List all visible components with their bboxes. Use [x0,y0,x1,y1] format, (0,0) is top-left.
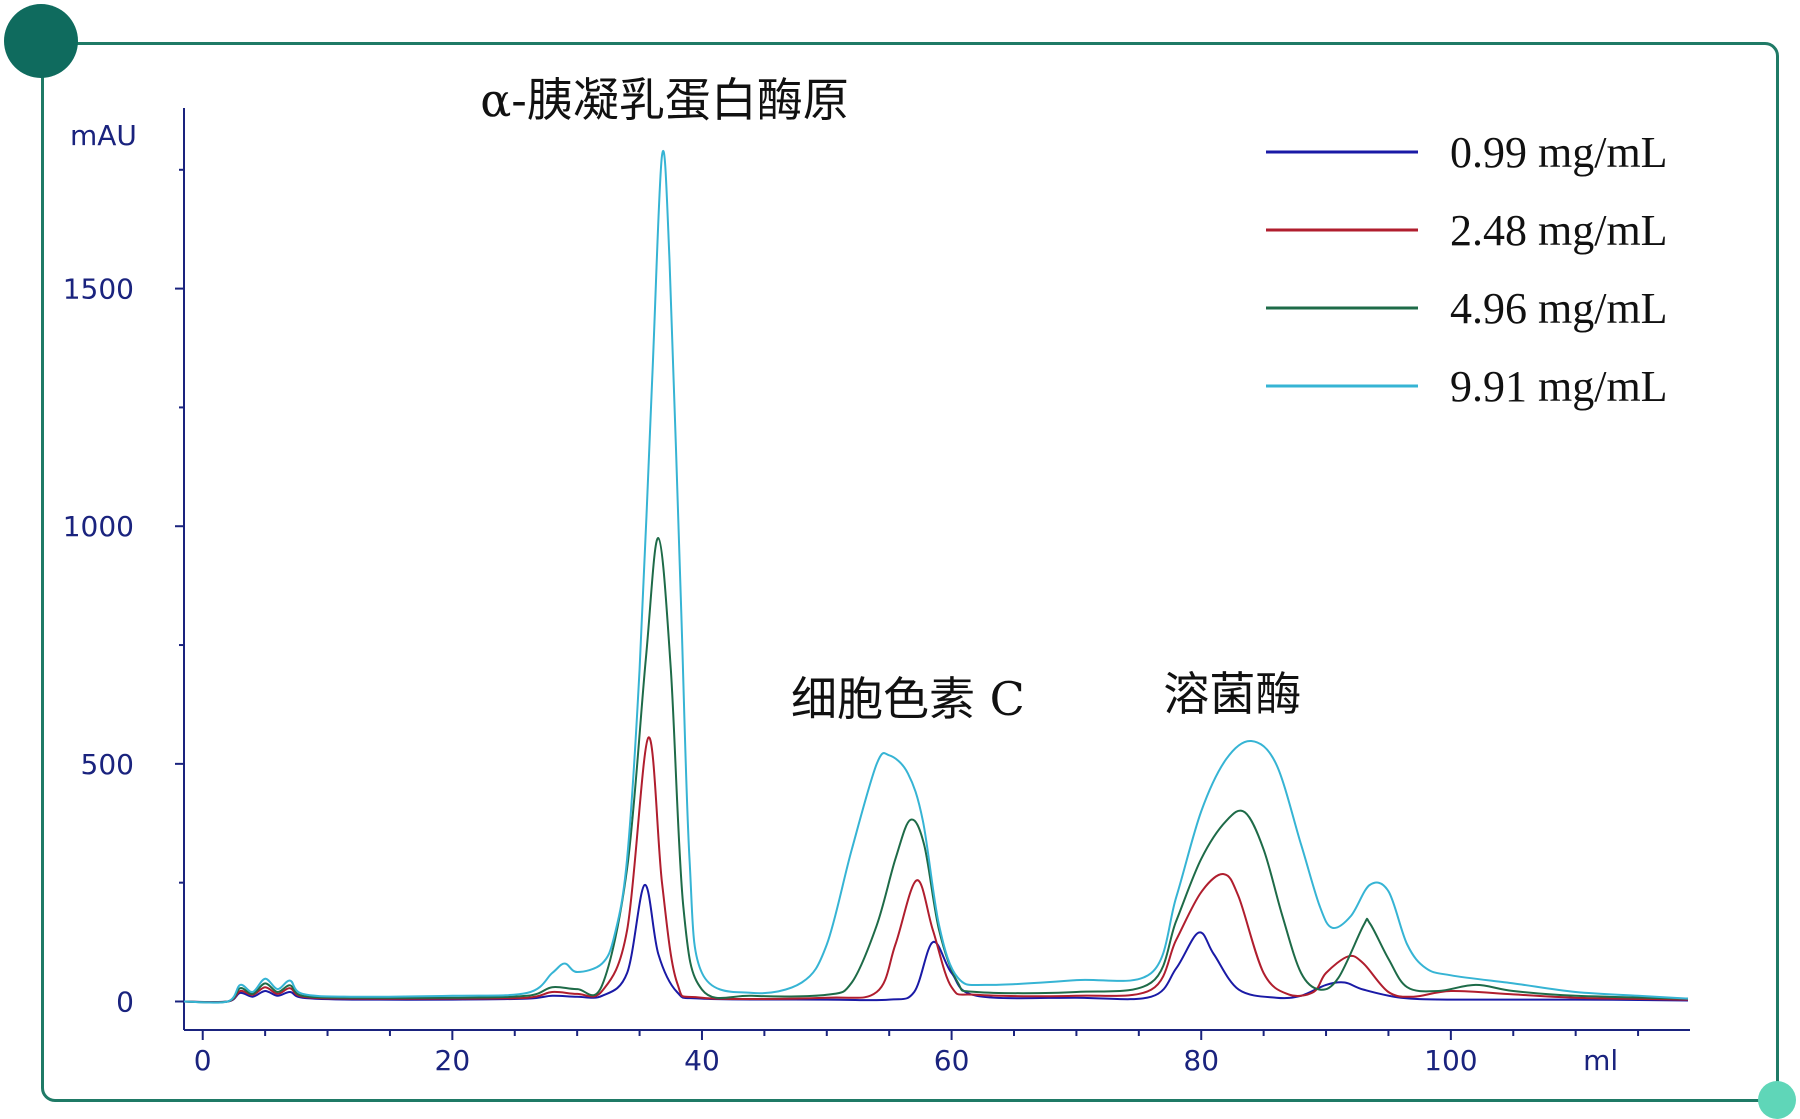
peak-label-1: α-胰凝乳蛋白酶原 [480,73,849,127]
legend-label-4: 9.91 mg/mL [1450,362,1668,411]
y-tick-label: 1000 [63,510,134,543]
chart-frame [41,42,1779,1102]
chart-ticks: 0 500 1000 1500 mAU 0 20 40 60 80 100 ml [63,119,1640,1077]
x-tick-label: 40 [684,1044,720,1077]
y-tick-label: 1500 [63,273,134,306]
legend-label-3: 4.96 mg/mL [1450,284,1668,333]
corner-dot-bottom-right [1758,1081,1796,1119]
x-tick-label: 100 [1424,1044,1477,1077]
x-tick-label: 60 [934,1044,970,1077]
y-axis-label: mAU [70,119,137,152]
x-tick-label: 80 [1183,1044,1219,1077]
y-tick-label: 0 [116,985,134,1018]
corner-dot-top-left [4,4,78,78]
series-line-3 [183,537,1689,1004]
series-line-4 [183,149,1689,1004]
peak-label-3: 溶菌酶 [1163,667,1301,721]
legend-label-1: 0.99 mg/mL [1450,128,1668,177]
series-line-1 [183,883,1689,1004]
series-line-2 [183,736,1689,1004]
x-tick-label: 0 [194,1044,212,1077]
chart-axes [183,108,1690,1031]
y-tick-label: 500 [81,748,134,781]
x-tick-label: 20 [435,1044,471,1077]
chart-series [183,149,1689,1004]
legend-label-2: 2.48 mg/mL [1450,206,1668,255]
chart-legend: 0.99 mg/mL 2.48 mg/mL 4.96 mg/mL 9.91 mg/mL [1266,128,1668,411]
peak-label-2: 细胞色素 C [791,672,1025,726]
x-axis-label: ml [1583,1044,1618,1077]
